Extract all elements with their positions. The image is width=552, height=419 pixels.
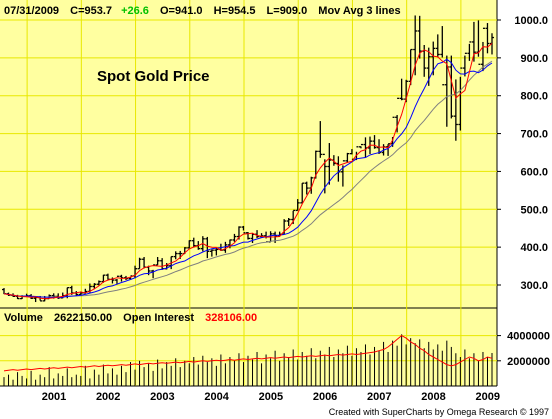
price-tick-label: 400.0	[520, 242, 548, 254]
year-tick-label: 2009	[475, 391, 499, 403]
year-tick-label: 2004	[204, 391, 229, 403]
year-tick-label: 2001	[42, 391, 66, 403]
price-tick-label: 500.0	[520, 204, 548, 216]
grid-lines	[0, 0, 497, 386]
moving-average-slow-line	[3, 60, 493, 298]
header-high: H=954.5	[214, 5, 256, 17]
price-axis-labels: 300.0 400.0 500.0 600.0 700.0 800.0 900.0 1000.…	[497, 15, 548, 292]
header-date: 07/31/2009	[4, 5, 59, 17]
price-tick-label: 600.0	[520, 166, 548, 178]
open-interest-path	[3, 334, 493, 372]
volume-bars	[3, 334, 493, 386]
chart-title: Spot Gold Price	[97, 68, 210, 85]
price-tick-label: 700.0	[520, 129, 548, 141]
price-tick-label: 300.0	[520, 280, 548, 292]
open-interest-label: Open Interest	[123, 312, 194, 324]
year-axis-labels: 2001 2002 2003 2004 2005 2006 2007 2008 2009	[42, 391, 500, 403]
year-tick-label: 2002	[96, 391, 120, 403]
header-indicator: Mov Avg 3 lines	[318, 5, 400, 17]
header-close: C=953.7	[70, 5, 112, 17]
header-change: +26.6	[121, 5, 149, 17]
volume-label: Volume	[4, 312, 43, 324]
moving-average-mid-line	[3, 58, 493, 299]
header-low: L=909.0	[267, 5, 308, 17]
header-quote: 07/31/2009 C=953.7 +26.6 O=941.0 H=954.5…	[4, 5, 401, 17]
volume-header: Volume 2622150.00 Open Interest 328106.0…	[4, 312, 257, 324]
year-tick-label: 2003	[150, 391, 174, 403]
price-tick-label: 1000.0	[514, 15, 548, 27]
open-interest-line	[3, 334, 493, 372]
price-tick-label: 900.0	[520, 53, 548, 65]
price-panel-background	[0, 0, 497, 308]
year-tick-label: 2006	[313, 391, 337, 403]
footer-credit: Created with SuperCharts by Omega Resear…	[329, 407, 549, 417]
moving-average-lines	[3, 43, 493, 300]
volume-tick-label: 4000000	[507, 331, 550, 343]
volume-value: 2622150.00	[54, 312, 112, 324]
year-tick-label: 2007	[367, 391, 391, 403]
volume-tick-label: 2000000	[507, 356, 550, 368]
year-tick-label: 2008	[421, 391, 445, 403]
open-interest-value: 328106.00	[205, 312, 257, 324]
year-tick-label: 2005	[259, 391, 283, 403]
moving-average-fast-line	[3, 43, 493, 300]
volume-axis-labels: 2000000 4000000	[497, 331, 550, 368]
price-tick-label: 800.0	[520, 91, 548, 103]
header-open: O=941.0	[160, 5, 203, 17]
